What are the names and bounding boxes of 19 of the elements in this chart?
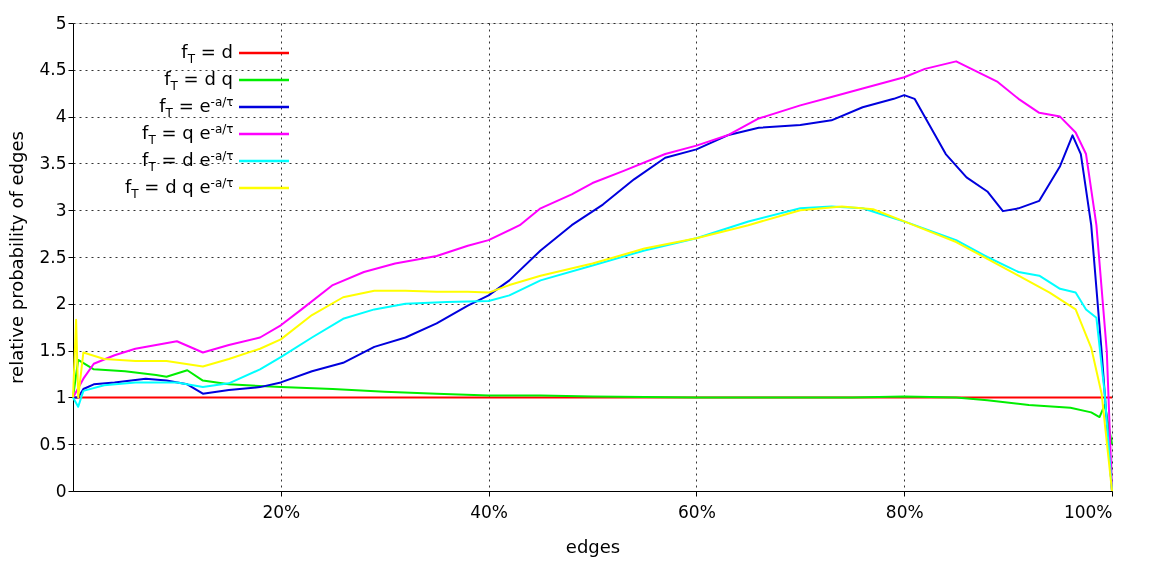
x-tick-label: 100% bbox=[1063, 501, 1113, 522]
x-tick-label: 40% bbox=[470, 501, 508, 522]
y-tick-label: 2.5 bbox=[39, 246, 67, 267]
y-tick-label: 4 bbox=[55, 106, 67, 127]
y-axis-title: relative probability of edges bbox=[6, 131, 28, 384]
x-axis-title: edges bbox=[565, 535, 621, 557]
y-tick-label: 1 bbox=[55, 386, 67, 407]
x-tick-label: 20% bbox=[262, 501, 301, 522]
y-tick-label: 5 bbox=[55, 12, 67, 33]
line-series bbox=[72, 358, 1113, 446]
y-tick-label: 1.5 bbox=[39, 340, 67, 361]
y-tick-label: 2 bbox=[55, 293, 67, 314]
x-tick-label: 60% bbox=[678, 501, 716, 522]
y-tick-label: 0.5 bbox=[39, 433, 67, 454]
y-tick-label: 0 bbox=[55, 480, 67, 501]
y-tick-label: 3 bbox=[55, 199, 67, 220]
y-tick-label: 4.5 bbox=[39, 59, 67, 80]
x-tick-label: 80% bbox=[885, 501, 924, 522]
y-tick-label: 3.5 bbox=[39, 152, 67, 173]
